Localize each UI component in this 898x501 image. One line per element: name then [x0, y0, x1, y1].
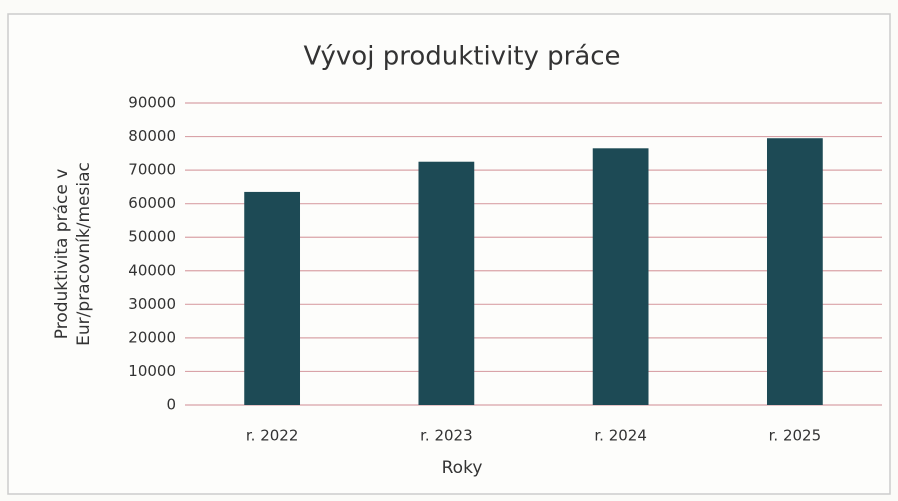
x-tick-label: r. 2024	[594, 427, 647, 445]
y-axis-label: Produktivita práce v Eur/pracovník/mesia…	[52, 162, 94, 346]
chart-title: Vývoj produktivity práce	[303, 42, 620, 72]
y-tick-label: 20000	[128, 328, 176, 346]
y-axis-label-line: Eur/pracovník/mesiac	[74, 162, 94, 346]
x-axis-label: Roky	[442, 458, 483, 478]
y-tick-label: 10000	[128, 362, 176, 380]
y-tick-label: 90000	[128, 94, 176, 112]
bar	[418, 161, 475, 405]
bar	[244, 191, 301, 405]
y-tick-label: 60000	[128, 194, 176, 212]
y-tick-label: 70000	[128, 161, 176, 179]
x-tick-label: r. 2022	[246, 427, 299, 445]
y-tick-label: 40000	[128, 261, 176, 279]
bar	[592, 148, 649, 406]
y-tick-label: 80000	[128, 127, 176, 145]
y-tick-label: 50000	[128, 228, 176, 246]
x-tick-label: r. 2023	[420, 427, 473, 445]
bar	[766, 138, 823, 405]
y-tick-label: 0	[166, 396, 176, 414]
x-tick-label: r. 2025	[769, 427, 822, 445]
y-axis-label-line: Produktivita práce v	[52, 169, 72, 340]
y-tick-label: 30000	[128, 295, 176, 313]
